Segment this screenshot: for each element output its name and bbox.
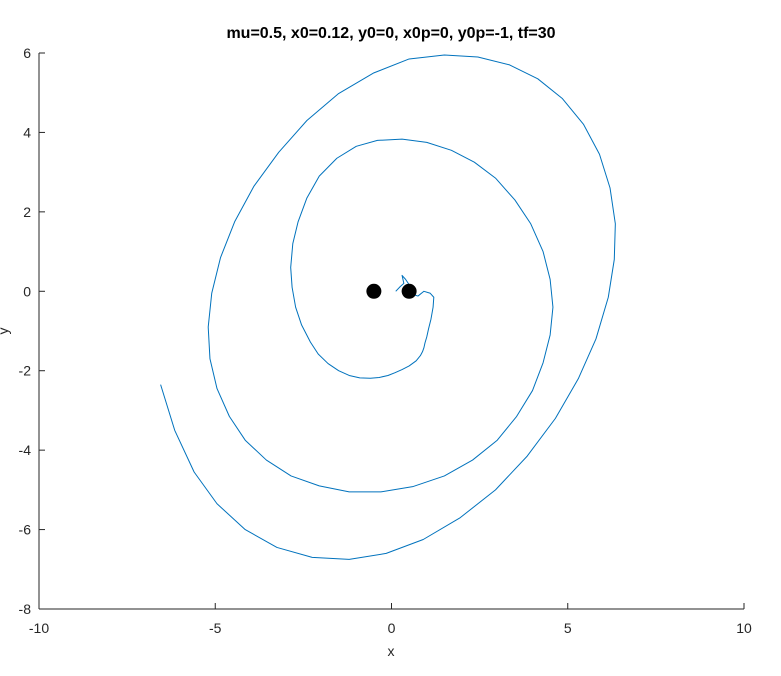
y-tick-label: 0 — [23, 283, 31, 299]
chart-title: mu=0.5, x0=0.12, y0=0, x0p=0, y0p=-1, tf… — [226, 25, 555, 42]
y-tick-label: -8 — [19, 601, 32, 617]
axes — [38, 53, 744, 610]
x-tick-label: 10 — [736, 620, 752, 636]
x-tick-label: -10 — [29, 620, 49, 636]
x-tick-label: 0 — [388, 620, 396, 636]
series-layer — [160, 54, 616, 560]
body-marker — [401, 283, 417, 299]
y-axis-label: y — [0, 328, 11, 335]
y-tick-label: -2 — [19, 363, 32, 379]
body-marker — [366, 283, 382, 299]
y-tick-label: -4 — [19, 442, 32, 458]
x-axis-label: x — [388, 643, 395, 659]
y-tick-label: -6 — [19, 522, 32, 538]
x-tick-label: 5 — [564, 620, 572, 636]
y-tick-label: 4 — [23, 124, 31, 140]
bodies-layer — [366, 283, 417, 299]
y-tick-label: 6 — [23, 45, 31, 61]
x-ticks: -10 -5 0 5 10 — [29, 603, 752, 636]
y-tick-label: 2 — [23, 204, 31, 220]
y-ticks: -8 -6 -4 -2 0 2 4 6 — [19, 45, 45, 617]
trajectory-line — [160, 54, 616, 560]
x-tick-label: -5 — [209, 620, 222, 636]
